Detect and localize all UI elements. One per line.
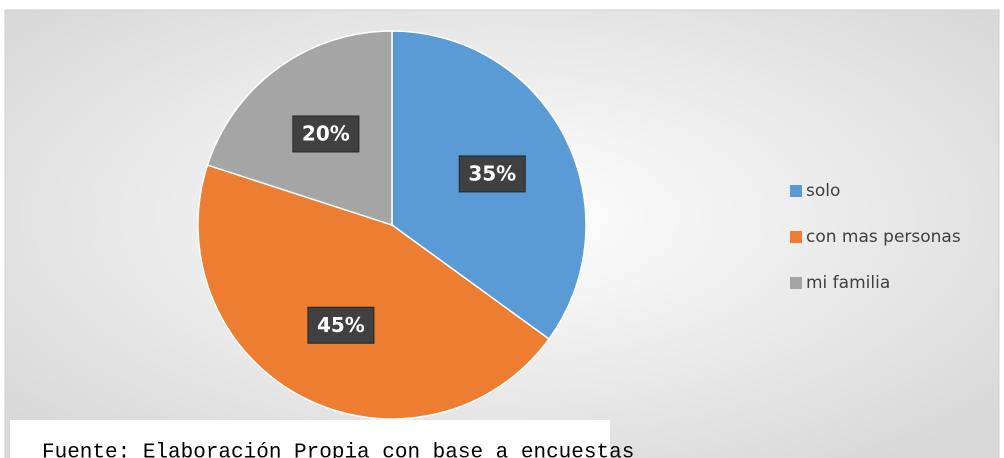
caption: Fuente: Elaboración Propia con base a en… [42,442,634,458]
data-label: 20% [302,121,350,145]
caption-background [10,420,610,458]
legend-swatch [790,277,802,289]
legend-label: mi familia [806,273,890,293]
label-box [458,155,526,193]
label-box [307,306,375,344]
pie-slice [197,164,550,420]
legend-swatch [790,185,802,197]
legend-label: con mas personas [806,227,961,247]
label-box [292,115,360,153]
legend-swatch [790,231,802,243]
data-label: 35% [468,161,516,185]
legend-label: solo [806,181,840,201]
data-label: 45% [317,313,365,337]
